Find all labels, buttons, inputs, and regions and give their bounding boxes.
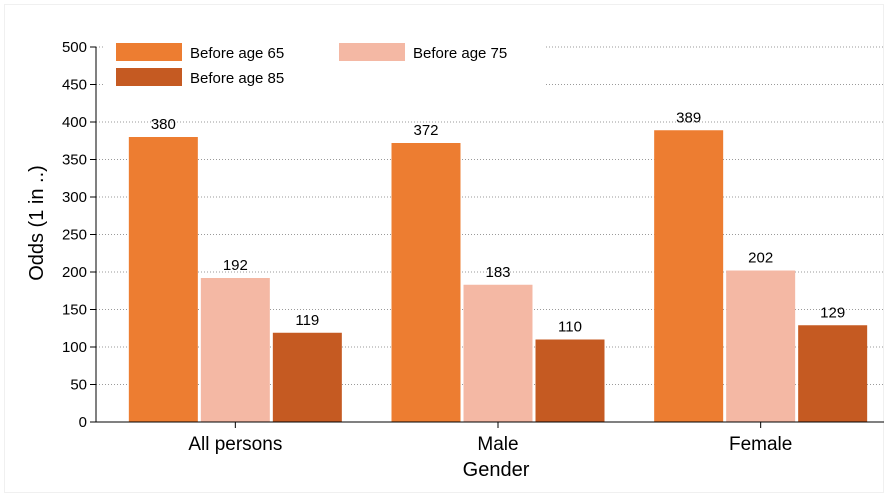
bar xyxy=(272,332,342,422)
x-tick-label: All persons xyxy=(188,434,282,455)
y-tick-label: 200 xyxy=(62,264,87,281)
bar xyxy=(798,325,868,422)
bar xyxy=(535,339,605,422)
data-label: 380 xyxy=(151,116,176,133)
y-tick-label: 0 xyxy=(79,414,87,431)
data-label: 119 xyxy=(295,312,319,329)
legend-swatch xyxy=(116,43,182,61)
legend-swatch xyxy=(116,68,182,86)
y-tick-label: 500 xyxy=(62,39,87,56)
bar xyxy=(200,278,270,422)
data-label: 110 xyxy=(558,319,582,336)
x-tick-label: Female xyxy=(729,434,792,455)
data-labels: 380 192 119 372 183 110 389 202 129 xyxy=(151,109,845,335)
data-label: 129 xyxy=(820,304,845,321)
x-tick-label: Male xyxy=(477,434,518,455)
legend-swatch xyxy=(339,43,405,61)
y-axis-title: Odds (1 in ..) xyxy=(26,165,48,281)
y-tick-label: 300 xyxy=(62,189,87,206)
data-label: 192 xyxy=(223,257,248,274)
x-axis-title: Gender xyxy=(463,459,530,481)
bars xyxy=(128,130,868,422)
y-tick-label: 450 xyxy=(62,77,87,94)
bar xyxy=(463,284,533,422)
bar xyxy=(391,143,461,422)
y-tick-label: 250 xyxy=(62,227,87,244)
legend-label: Before age 75 xyxy=(413,45,507,62)
legend-label: Before age 65 xyxy=(190,45,284,62)
y-tick-label: 400 xyxy=(62,114,87,131)
data-label: 202 xyxy=(748,250,773,267)
bar xyxy=(726,270,796,422)
data-label: 389 xyxy=(676,109,701,126)
y-tick-label: 150 xyxy=(62,302,87,319)
y-tick-label: 100 xyxy=(62,339,87,356)
data-label: 183 xyxy=(485,264,510,281)
legend: Before age 65 Before age 75 Before age 85 xyxy=(116,43,507,87)
legend-label: Before age 85 xyxy=(190,70,284,87)
y-tick-label: 350 xyxy=(62,152,87,169)
y-tick-label: 50 xyxy=(70,377,87,394)
bar xyxy=(128,137,198,422)
axes: 0 50 100 150 200 250 300 350 400 450 500 All person… xyxy=(62,39,884,455)
data-label: 372 xyxy=(413,122,438,139)
bar xyxy=(654,130,724,422)
